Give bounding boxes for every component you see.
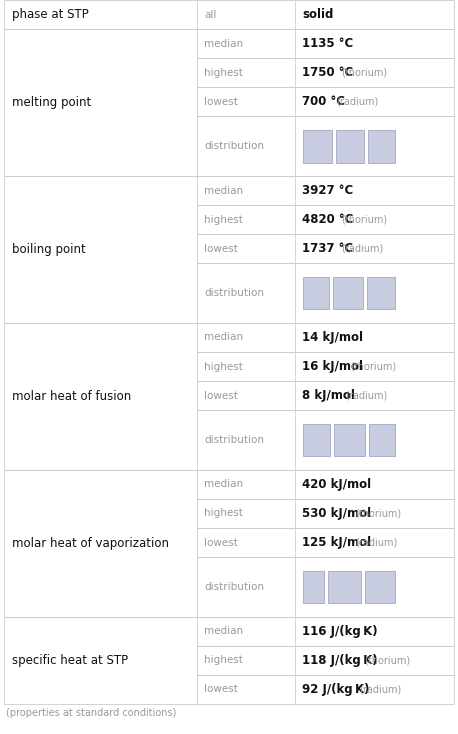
Text: highest: highest — [204, 655, 243, 666]
Text: median: median — [204, 479, 243, 490]
Text: highest: highest — [204, 68, 243, 78]
Text: (radium): (radium) — [341, 244, 383, 253]
Text: specific heat at STP: specific heat at STP — [12, 654, 128, 667]
Bar — [333, 277, 364, 310]
Text: 530 kJ/mol: 530 kJ/mol — [302, 507, 371, 520]
Text: (thorium): (thorium) — [364, 655, 410, 666]
Bar — [365, 570, 395, 603]
Text: lowest: lowest — [204, 244, 238, 253]
Bar — [336, 129, 365, 162]
Text: (radium): (radium) — [355, 537, 397, 548]
Bar — [333, 424, 365, 457]
Bar — [328, 570, 361, 603]
Bar — [303, 424, 330, 457]
Text: median: median — [204, 38, 243, 48]
Text: 14 kJ/mol: 14 kJ/mol — [302, 331, 363, 344]
Text: melting point: melting point — [12, 96, 91, 109]
Bar — [369, 424, 395, 457]
Bar — [303, 277, 329, 310]
Text: 116 J/(kg K): 116 J/(kg K) — [302, 625, 378, 638]
Text: lowest: lowest — [204, 537, 238, 548]
Text: 118 J/(kg K): 118 J/(kg K) — [302, 654, 378, 667]
Bar — [368, 129, 395, 162]
Text: (thorium): (thorium) — [355, 509, 401, 518]
Text: lowest: lowest — [204, 390, 238, 401]
Text: 16 kJ/mol: 16 kJ/mol — [302, 360, 363, 373]
Text: 1737 °C: 1737 °C — [302, 242, 353, 255]
Text: distribution: distribution — [204, 141, 264, 151]
Text: (thorium): (thorium) — [341, 214, 387, 225]
Text: median: median — [204, 186, 243, 195]
Bar — [367, 277, 395, 310]
Text: highest: highest — [204, 509, 243, 518]
Text: median: median — [204, 627, 243, 636]
Text: 700 °C: 700 °C — [302, 95, 345, 108]
Text: highest: highest — [204, 214, 243, 225]
Text: median: median — [204, 333, 243, 343]
Text: lowest: lowest — [204, 685, 238, 694]
Text: distribution: distribution — [204, 288, 264, 298]
Text: molar heat of fusion: molar heat of fusion — [12, 390, 131, 403]
Text: 420 kJ/mol: 420 kJ/mol — [302, 478, 371, 491]
Text: (radium): (radium) — [360, 685, 402, 694]
Text: 1135 °C: 1135 °C — [302, 37, 353, 50]
Text: all: all — [204, 10, 216, 20]
Text: boiling point: boiling point — [12, 243, 86, 256]
Bar — [303, 570, 324, 603]
Bar — [303, 129, 332, 162]
Text: 125 kJ/mol: 125 kJ/mol — [302, 536, 371, 549]
Text: distribution: distribution — [204, 435, 264, 445]
Text: molar heat of vaporization: molar heat of vaporization — [12, 537, 169, 550]
Text: phase at STP: phase at STP — [12, 8, 89, 21]
Text: distribution: distribution — [204, 582, 264, 592]
Text: (radium): (radium) — [336, 97, 378, 106]
Text: 1750 °C: 1750 °C — [302, 66, 353, 79]
Text: (radium): (radium) — [345, 390, 387, 401]
Text: lowest: lowest — [204, 97, 238, 106]
Text: 3927 °C: 3927 °C — [302, 184, 353, 197]
Text: 4820 °C: 4820 °C — [302, 213, 354, 226]
Text: solid: solid — [302, 8, 333, 21]
Text: (thorium): (thorium) — [350, 362, 396, 371]
Text: (properties at standard conditions): (properties at standard conditions) — [6, 708, 176, 718]
Text: highest: highest — [204, 362, 243, 371]
Text: (thorium): (thorium) — [341, 68, 387, 78]
Text: 8 kJ/mol: 8 kJ/mol — [302, 389, 355, 402]
Text: 92 J/(kg K): 92 J/(kg K) — [302, 683, 370, 696]
